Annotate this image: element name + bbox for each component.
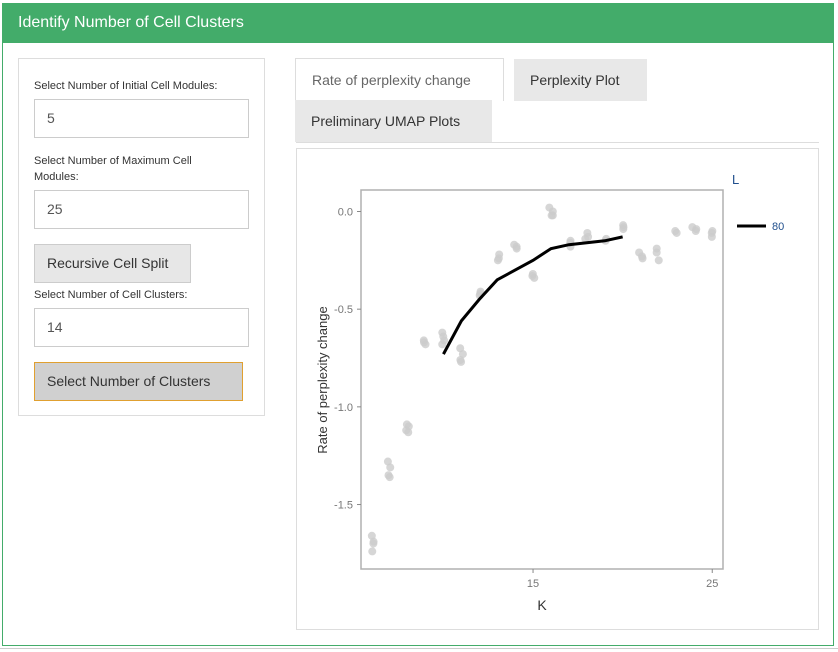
cell-clusters-input[interactable]: 14 <box>34 308 249 347</box>
max-modules-input[interactable]: 25 <box>34 190 249 229</box>
data-point <box>386 463 394 471</box>
y-tick-label: 0.0 <box>338 206 353 218</box>
data-point <box>639 254 647 262</box>
series-line-80 <box>443 237 622 354</box>
tab-rate-of-perplexity-change[interactable]: Rate of perplexity change <box>295 58 504 101</box>
x-tick-label: 15 <box>527 578 539 590</box>
panel-header: Identify Number of Cell Clusters <box>2 3 834 43</box>
select-clusters-button[interactable]: Select Number of Clusters <box>34 362 243 401</box>
legend-title: L <box>732 172 739 187</box>
tab-perplexity-plot[interactable]: Perplexity Plot <box>514 59 647 101</box>
x-axis-label: K <box>537 597 547 613</box>
max-modules-label: Select Number of Maximum Cell Modules: <box>34 153 219 185</box>
data-point <box>549 211 557 219</box>
y-tick-label: -1.0 <box>334 402 353 414</box>
perplexity-rate-chart: 0.0 -0.5 -1.0 -1.5 15 25 K Rate of perplexity… <box>296 148 819 630</box>
x-tick-label: 25 <box>706 578 718 590</box>
data-point <box>655 256 663 264</box>
initial-modules-label: Select Number of Initial Cell Modules: <box>34 78 259 94</box>
data-point <box>708 233 716 241</box>
legend-entry-80: 80 <box>772 221 784 233</box>
data-point <box>386 473 394 481</box>
data-point <box>530 274 538 282</box>
y-tick-label: -1.5 <box>334 500 353 512</box>
data-point <box>369 540 377 548</box>
cell-clusters-label: Select Number of Cell Clusters: <box>34 287 259 303</box>
data-point <box>692 227 700 235</box>
bottom-divider <box>0 648 838 649</box>
data-point <box>513 245 521 253</box>
data-point <box>653 249 661 257</box>
tab-divider <box>296 142 819 143</box>
data-point <box>673 229 681 237</box>
data-point <box>619 225 627 233</box>
y-axis-label: Rate of perplexity change <box>315 306 330 453</box>
data-point <box>457 358 465 366</box>
data-point <box>438 340 446 348</box>
data-point <box>494 256 502 264</box>
plot-border <box>361 190 723 569</box>
tab-preliminary-umap-plots[interactable]: Preliminary UMAP Plots <box>295 100 492 142</box>
initial-modules-input[interactable]: 5 <box>34 99 249 138</box>
data-point <box>368 547 376 555</box>
data-point <box>404 428 412 436</box>
y-tick-label: -0.5 <box>334 304 353 316</box>
recursive-cell-split-button[interactable]: Recursive Cell Split <box>34 244 191 283</box>
data-point <box>422 340 430 348</box>
